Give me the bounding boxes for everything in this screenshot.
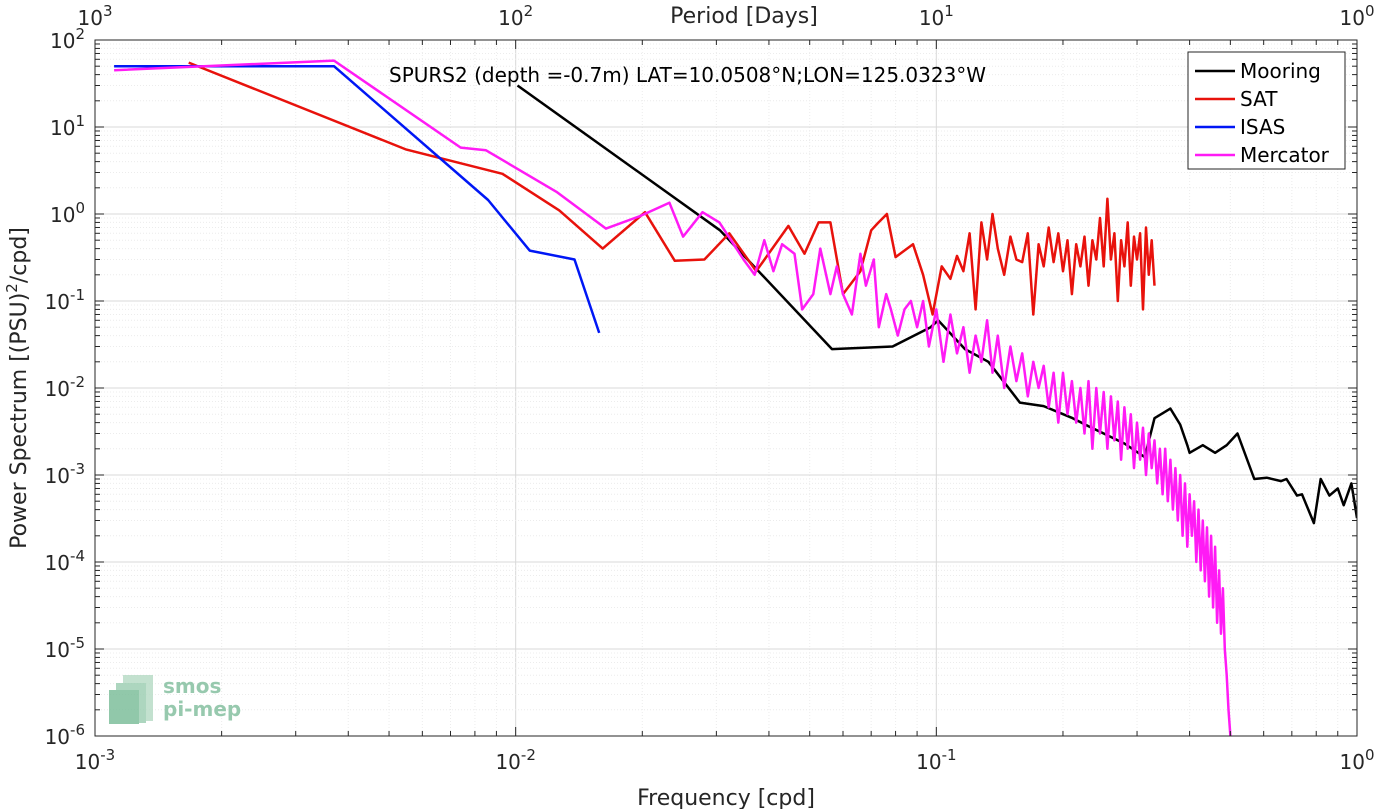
logo-text-smos: smos [163,674,221,698]
y-tick-label: 10-3 [45,460,85,488]
logo-mark-front [109,690,139,724]
y-axis-label-b: /cpd] [7,227,32,283]
legend-label-isas: ISAS [1240,115,1285,139]
y-tick-label: 10-2 [45,373,85,401]
legend-label-mooring: Mooring [1240,59,1321,83]
legend-label-mercator: Mercator [1240,143,1330,167]
y-axis-label-sup: 2 [3,283,21,293]
x-tick-label: 10-1 [916,746,956,774]
y-tick-label: 102 [50,25,85,53]
series-line-mooring [516,84,1357,525]
smos-pi-mep-logo: smos pi-mep [109,674,241,724]
series-line-mercator [114,59,1232,736]
x-tick-label: 100 [1340,746,1375,774]
y-tick-label: 10-6 [45,721,85,749]
y-tick-label: 10-4 [45,547,85,575]
y-tick-label: 10-1 [45,286,85,314]
legend-label-sat: SAT [1240,87,1278,111]
y-axis-label-a: Power Spectrum [(PSU) [7,293,32,549]
top-tick-label: 102 [498,2,533,30]
legend: Mooring SAT ISAS Mercator [1187,51,1346,170]
series-line-isas [114,64,601,334]
top-tick-label: 100 [1340,2,1375,30]
annotation-text: SPURS2 (depth =-0.7m) LAT=10.0508°N;LON=… [389,63,986,87]
top-tick-label: 103 [78,2,113,30]
y-axis-label: Power Spectrum [(PSU)2/cpd] [3,227,32,549]
tick-marks [94,40,1357,737]
top-tick-label: 101 [919,2,954,30]
logo-text-pimep: pi-mep [163,697,241,721]
top-axis-label: Period [Days] [670,4,818,29]
y-tick-label: 100 [50,199,85,227]
series-group [114,59,1357,736]
y-tick-label: 101 [50,112,85,140]
y-tick-label: 10-5 [45,634,85,662]
x-tick-label: 10-3 [75,746,115,774]
series-line-sat [188,61,1156,316]
x-tick-label: 10-2 [495,746,535,774]
x-axis-label: Frequency [cpd] [637,786,815,809]
